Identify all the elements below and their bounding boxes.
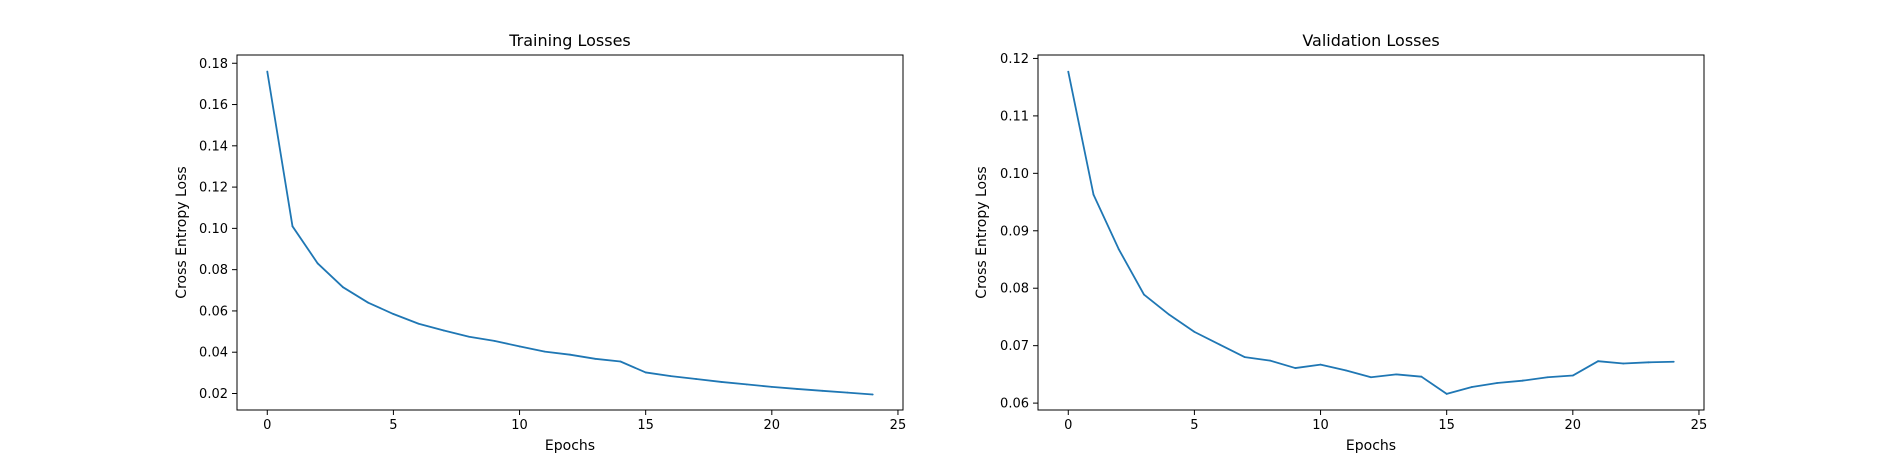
data-point bbox=[316, 262, 319, 265]
data-point bbox=[720, 381, 723, 383]
data-point bbox=[1597, 360, 1599, 363]
data-point bbox=[1672, 360, 1675, 363]
data-point bbox=[1445, 393, 1448, 395]
data-point bbox=[695, 378, 698, 380]
data-point bbox=[1622, 362, 1625, 365]
data-point bbox=[1092, 193, 1095, 196]
data-point bbox=[468, 335, 470, 338]
y-tick-label: 0.07 bbox=[1000, 339, 1029, 354]
data-point bbox=[1243, 356, 1246, 359]
validation-loss-line bbox=[1067, 71, 1674, 395]
y-tick-label: 0.02 bbox=[199, 387, 228, 402]
y-tick-label: 0.16 bbox=[199, 98, 228, 113]
y-tick-label: 0.04 bbox=[199, 346, 228, 361]
chart-title: Validation Losses bbox=[1302, 31, 1439, 50]
y-tick-label: 0.14 bbox=[199, 139, 228, 154]
data-point bbox=[745, 383, 748, 386]
data-point bbox=[644, 371, 647, 374]
x-tick-label: 0 bbox=[263, 418, 271, 433]
data-point bbox=[342, 286, 344, 289]
x-tick-label: 20 bbox=[764, 418, 781, 433]
data-point bbox=[493, 339, 496, 342]
data-point bbox=[594, 357, 597, 360]
data-point bbox=[518, 345, 521, 348]
y-tick-label: 0.10 bbox=[199, 222, 228, 237]
x-tick-label: 5 bbox=[1190, 418, 1198, 433]
y-axis-label: Cross Entropy Loss bbox=[974, 166, 990, 298]
data-point bbox=[1420, 375, 1423, 378]
data-point bbox=[1168, 313, 1171, 316]
x-tick-label: 10 bbox=[1312, 418, 1329, 433]
data-point bbox=[871, 393, 874, 396]
plot-area-frame bbox=[1037, 54, 1705, 411]
data-points bbox=[1067, 70, 1675, 395]
y-axis-label: Cross Entropy Loss bbox=[174, 166, 190, 298]
data-point bbox=[1319, 363, 1322, 366]
x-tick-label: 15 bbox=[637, 418, 654, 433]
x-tick-label: 15 bbox=[1438, 418, 1455, 433]
data-point bbox=[1218, 343, 1221, 346]
data-point bbox=[796, 388, 798, 390]
data-point bbox=[1193, 330, 1196, 333]
data-point bbox=[417, 322, 420, 325]
data-point bbox=[770, 385, 773, 388]
data-point bbox=[392, 313, 395, 315]
data-point bbox=[1521, 379, 1524, 382]
data-point bbox=[1143, 293, 1145, 296]
validation-losses-panel: Validation Losses Epochs Cross Entropy L… bbox=[974, 31, 1707, 454]
y-tick-label: 0.12 bbox=[1000, 52, 1029, 67]
y-tick-label: 0.10 bbox=[1000, 167, 1029, 182]
y-tick-label: 0.08 bbox=[199, 263, 228, 278]
x-tick-label: 25 bbox=[890, 418, 907, 433]
data-point bbox=[1344, 369, 1347, 372]
plot-area-frame bbox=[236, 54, 904, 411]
axis-ticks: 0 5 10 15 20 25 0.02 0.04 0.06 0.08 0.10 0.12 0.14 0.… bbox=[199, 57, 906, 433]
chart-title: Training Losses bbox=[508, 31, 631, 50]
data-point bbox=[1269, 359, 1271, 362]
data-points bbox=[266, 70, 874, 396]
y-tick-label: 0.18 bbox=[199, 57, 228, 72]
y-tick-label: 0.06 bbox=[199, 304, 228, 319]
data-point bbox=[1067, 70, 1070, 73]
x-axis-label: Epochs bbox=[545, 438, 595, 454]
training-losses-panel: Training Losses Epochs Cross Entropy Los… bbox=[174, 31, 906, 454]
data-point bbox=[291, 225, 294, 228]
y-tick-label: 0.06 bbox=[1000, 397, 1029, 412]
y-tick-label: 0.11 bbox=[1000, 109, 1029, 124]
x-tick-label: 10 bbox=[511, 418, 528, 433]
x-axis-label: Epochs bbox=[1346, 438, 1396, 454]
data-point bbox=[821, 389, 824, 392]
x-tick-label: 5 bbox=[389, 418, 397, 433]
data-point bbox=[266, 70, 269, 73]
y-tick-label: 0.09 bbox=[1000, 224, 1029, 239]
data-point bbox=[619, 360, 622, 363]
data-point bbox=[1496, 382, 1499, 384]
data-point bbox=[1471, 386, 1473, 388]
training-loss-line bbox=[266, 71, 873, 396]
axis-ticks: 0 5 10 15 20 25 0.06 0.07 0.08 0.09 0.10 0.11 0.12 bbox=[1000, 52, 1707, 433]
x-tick-label: 25 bbox=[1691, 418, 1708, 433]
data-point bbox=[1395, 373, 1398, 376]
x-tick-label: 0 bbox=[1064, 418, 1072, 433]
data-point bbox=[1370, 376, 1372, 379]
data-point bbox=[1294, 367, 1297, 369]
data-point bbox=[543, 350, 546, 353]
data-point bbox=[846, 391, 849, 394]
y-tick-label: 0.12 bbox=[199, 181, 228, 196]
data-point bbox=[1117, 248, 1120, 251]
data-point bbox=[1571, 374, 1574, 377]
y-tick-label: 0.08 bbox=[1000, 282, 1029, 297]
data-point bbox=[1546, 376, 1549, 379]
data-point bbox=[670, 375, 672, 378]
data-point bbox=[569, 353, 571, 356]
data-point bbox=[367, 301, 370, 304]
data-point bbox=[442, 329, 445, 332]
x-tick-label: 20 bbox=[1565, 418, 1582, 433]
data-point bbox=[1647, 361, 1650, 364]
